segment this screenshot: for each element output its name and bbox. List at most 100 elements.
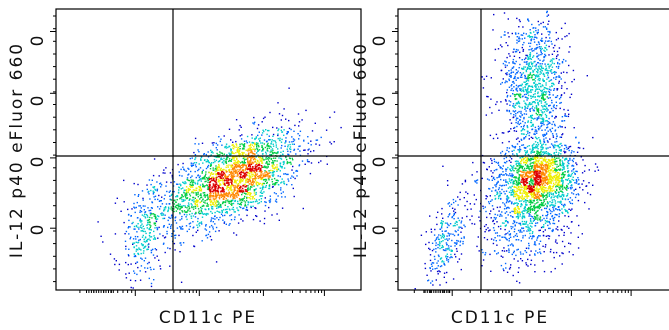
event-point <box>547 76 549 79</box>
event-point <box>558 98 561 100</box>
event-point <box>511 253 513 256</box>
event-point <box>225 198 227 200</box>
event-point <box>224 211 227 214</box>
event-point <box>254 177 256 179</box>
event-point <box>508 109 510 112</box>
event-point <box>212 226 214 228</box>
event-point <box>441 244 444 247</box>
event-point <box>223 193 225 195</box>
event-point <box>184 205 186 207</box>
event-point <box>488 202 491 205</box>
event-point <box>535 99 537 101</box>
event-point <box>174 234 176 237</box>
event-point <box>198 163 200 165</box>
event-point <box>553 88 556 90</box>
event-point <box>171 217 173 219</box>
event-point <box>528 242 530 245</box>
event-point <box>473 223 476 225</box>
event-point <box>272 160 274 162</box>
event-point <box>270 169 272 172</box>
event-point <box>489 195 491 197</box>
event-point <box>489 229 491 231</box>
event-point <box>291 157 293 160</box>
event-point <box>514 147 516 149</box>
event-point <box>182 200 185 202</box>
event-point <box>184 199 186 201</box>
event-point <box>268 185 271 188</box>
event-point <box>530 259 533 261</box>
event-point <box>299 145 301 147</box>
event-point <box>241 169 244 171</box>
event-point <box>565 157 568 160</box>
event-point <box>264 204 267 207</box>
event-point <box>154 216 157 219</box>
event-point <box>153 187 155 189</box>
event-point <box>191 175 193 177</box>
event-point <box>147 221 149 224</box>
event-point <box>250 177 252 179</box>
event-point <box>278 113 281 115</box>
event-point <box>568 251 570 253</box>
event-point <box>262 166 264 168</box>
event-point <box>139 209 142 212</box>
event-point <box>226 156 228 158</box>
event-point <box>458 227 460 229</box>
event-point <box>253 123 255 125</box>
event-point <box>561 212 564 214</box>
event-point <box>507 32 509 34</box>
event-point <box>178 234 180 237</box>
event-point <box>469 219 471 221</box>
event-point <box>534 224 537 227</box>
event-point <box>246 167 248 169</box>
event-point <box>161 212 163 214</box>
event-point <box>217 173 219 176</box>
event-point <box>244 203 246 205</box>
event-point <box>500 255 502 257</box>
event-point <box>547 147 549 149</box>
event-point <box>556 135 558 138</box>
event-point <box>567 161 569 164</box>
event-point <box>544 219 547 222</box>
event-point <box>459 244 461 247</box>
event-point <box>541 148 544 150</box>
event-point <box>558 234 560 237</box>
event-point <box>518 140 521 143</box>
event-point <box>508 180 511 182</box>
event-point <box>563 234 565 236</box>
event-point <box>249 187 251 189</box>
event-point <box>567 215 570 218</box>
event-point <box>514 234 517 237</box>
event-point <box>229 209 231 211</box>
event-point <box>524 150 526 152</box>
event-point <box>515 163 517 165</box>
event-point <box>503 12 506 14</box>
event-point <box>241 201 243 203</box>
event-point <box>271 151 273 153</box>
event-point <box>531 23 533 26</box>
event-point <box>542 67 544 70</box>
event-point <box>219 183 222 186</box>
event-point <box>191 186 193 188</box>
event-point <box>257 164 259 167</box>
event-point <box>274 182 276 184</box>
event-point <box>460 226 462 228</box>
event-point <box>540 115 543 117</box>
event-point <box>511 32 513 35</box>
event-point <box>546 49 548 51</box>
event-point <box>508 62 510 64</box>
event-point <box>146 188 148 191</box>
event-point <box>276 213 278 215</box>
event-point <box>283 167 286 169</box>
event-point <box>153 268 155 270</box>
event-point <box>507 197 509 200</box>
event-point <box>486 95 488 98</box>
event-point <box>518 19 521 21</box>
event-point <box>529 71 532 74</box>
event-point <box>188 205 190 208</box>
event-point <box>176 204 179 206</box>
event-point <box>189 195 192 197</box>
event-point <box>181 198 183 201</box>
event-point <box>534 264 536 266</box>
event-point <box>206 184 208 187</box>
event-point <box>251 186 253 188</box>
